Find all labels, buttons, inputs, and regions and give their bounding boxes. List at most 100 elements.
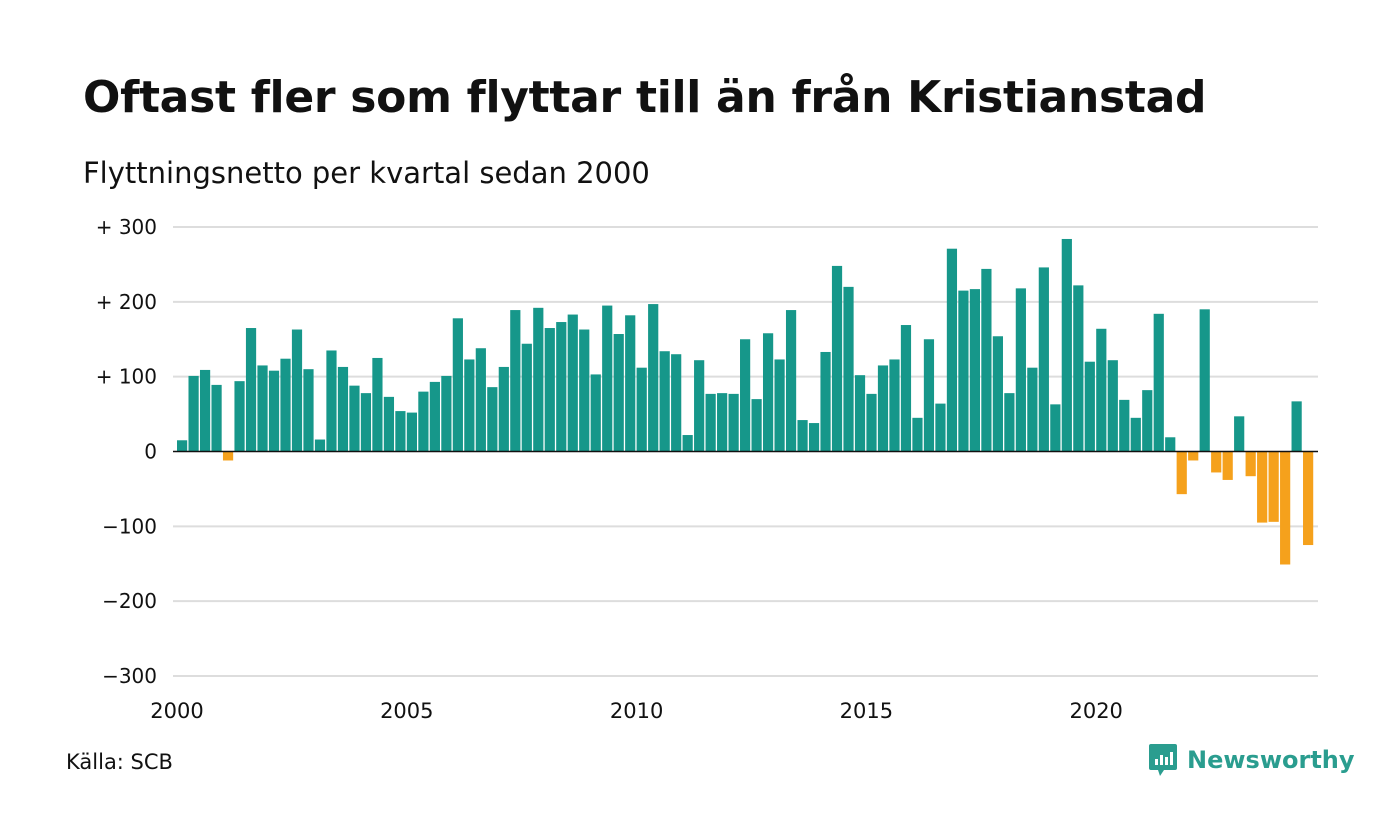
bar	[613, 334, 624, 452]
bar	[958, 290, 969, 452]
bar	[349, 385, 360, 452]
y-axis-ticks: + 300 + 200 + 100 0 −100 −200 −300	[96, 215, 157, 688]
bar	[487, 387, 498, 452]
bar	[877, 365, 889, 452]
x-tick-label: 2000	[150, 699, 203, 723]
bar	[762, 333, 774, 452]
bar	[291, 329, 303, 452]
bar	[1268, 451, 1279, 522]
bar	[188, 375, 199, 452]
bar	[1027, 367, 1038, 452]
bar	[556, 322, 567, 452]
bar	[694, 360, 705, 452]
bar	[636, 367, 647, 452]
bar	[1084, 361, 1095, 452]
bar	[268, 370, 280, 452]
y-tick-label: −200	[102, 589, 157, 613]
bar	[705, 393, 716, 452]
bar	[1073, 285, 1084, 452]
bar	[533, 307, 544, 452]
bar	[1211, 451, 1222, 473]
bar	[1015, 288, 1026, 452]
bar	[498, 366, 509, 452]
bar	[452, 318, 463, 452]
bar	[1222, 451, 1233, 480]
bar	[1165, 437, 1176, 452]
brand-name: Newsworthy	[1187, 746, 1355, 774]
bar	[717, 393, 728, 452]
bar	[211, 384, 222, 452]
x-tick-label: 2010	[610, 699, 663, 723]
bar	[1291, 401, 1302, 452]
x-tick-label: 2005	[380, 699, 433, 723]
bar	[257, 365, 268, 452]
bar	[395, 411, 406, 452]
bar	[889, 359, 900, 452]
bar	[314, 439, 326, 452]
bar	[935, 403, 946, 452]
y-tick-label: −100	[102, 514, 157, 538]
y-tick-label: + 300	[96, 215, 157, 239]
bar	[360, 393, 372, 452]
bar	[303, 369, 314, 452]
bar	[1107, 360, 1118, 452]
bar	[280, 358, 291, 452]
bar-chart: + 300 + 200 + 100 0 −100 −200 −300 2000 2005 201…	[96, 215, 1318, 723]
bar	[222, 451, 234, 461]
y-tick-label: 0	[144, 440, 157, 464]
bar	[177, 440, 188, 452]
bar	[521, 343, 532, 452]
bar	[383, 396, 395, 452]
bar	[1130, 417, 1141, 452]
bar	[1061, 238, 1072, 452]
bar	[912, 417, 923, 452]
source-note: Källa: SCB	[66, 750, 173, 774]
bar	[1038, 267, 1049, 452]
bar	[854, 375, 866, 452]
bar	[1176, 451, 1187, 495]
bar	[671, 354, 682, 452]
bar	[199, 369, 211, 452]
chart-title: Oftast fler som flyttar till än från Kri…	[83, 72, 1207, 123]
bar	[602, 305, 613, 452]
bar	[1050, 404, 1061, 452]
bar	[1119, 399, 1130, 452]
bar	[429, 381, 440, 452]
bar	[234, 381, 245, 452]
bar	[625, 315, 636, 452]
bar	[728, 393, 739, 452]
bar	[981, 268, 992, 452]
bar	[544, 328, 555, 452]
bar	[1199, 309, 1210, 452]
bar	[510, 310, 521, 452]
bar	[1004, 393, 1015, 452]
bar	[1153, 313, 1164, 452]
bar	[1234, 416, 1245, 452]
bar	[808, 423, 820, 452]
bar	[797, 420, 808, 452]
bar	[923, 339, 935, 452]
bar	[1142, 390, 1153, 452]
bar	[1303, 451, 1314, 546]
bar	[1096, 328, 1107, 452]
x-tick-label: 2015	[840, 699, 893, 723]
y-tick-label: + 100	[96, 365, 157, 389]
brand-logo: Newsworthy	[1148, 743, 1355, 777]
bar	[969, 289, 981, 452]
bar	[245, 328, 257, 452]
bar	[682, 435, 693, 452]
bar	[820, 351, 831, 452]
bar	[475, 348, 486, 452]
bar	[751, 399, 762, 452]
bar	[831, 265, 843, 452]
bar	[326, 350, 337, 452]
y-tick-label: −300	[102, 664, 157, 688]
bar	[900, 325, 912, 452]
chart-subtitle: Flyttningsnetto per kvartal sedan 2000	[83, 156, 650, 190]
bar	[785, 310, 797, 452]
bars	[177, 238, 1314, 565]
bar	[579, 329, 590, 452]
bar	[567, 314, 578, 452]
bar	[648, 304, 659, 452]
newsworthy-logo-icon	[1149, 744, 1177, 776]
